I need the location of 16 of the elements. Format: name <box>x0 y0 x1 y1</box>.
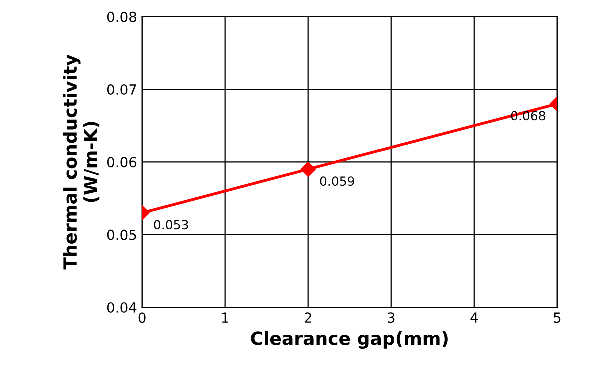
y-tick-label: 0.04 <box>107 302 137 313</box>
x-tick-label: 0 <box>138 312 146 324</box>
x-axis-title: Clearance gap(mm) <box>251 331 448 349</box>
data-label: 0.059 <box>320 176 354 186</box>
y-tick-label: 0.05 <box>107 230 136 240</box>
x-tick-label: 2 <box>304 312 312 323</box>
y-axis-title: Thermal conductivity (W/m-K) <box>63 54 100 270</box>
data-label: 0.053 <box>154 220 188 230</box>
y-tick-label: 0.07 <box>107 84 136 96</box>
y-tick-label: 0.06 <box>107 157 137 168</box>
x-tick-label: 3 <box>388 312 395 324</box>
x-tick-label: 4 <box>470 312 478 323</box>
x-tick-label: 1 <box>222 312 228 323</box>
x-tick-label: 5 <box>554 312 561 324</box>
data-label: 0.068 <box>511 111 546 121</box>
y-tick-label: 0.08 <box>107 12 137 22</box>
